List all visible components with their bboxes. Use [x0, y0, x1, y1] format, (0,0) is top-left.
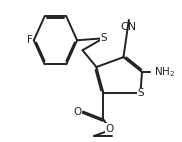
Text: F: F — [27, 35, 33, 45]
Text: O: O — [74, 107, 82, 117]
Text: O: O — [105, 124, 114, 134]
Text: S: S — [101, 33, 107, 43]
Text: NH$_2$: NH$_2$ — [154, 65, 175, 79]
Text: S: S — [137, 88, 144, 99]
Text: CN: CN — [121, 22, 137, 32]
